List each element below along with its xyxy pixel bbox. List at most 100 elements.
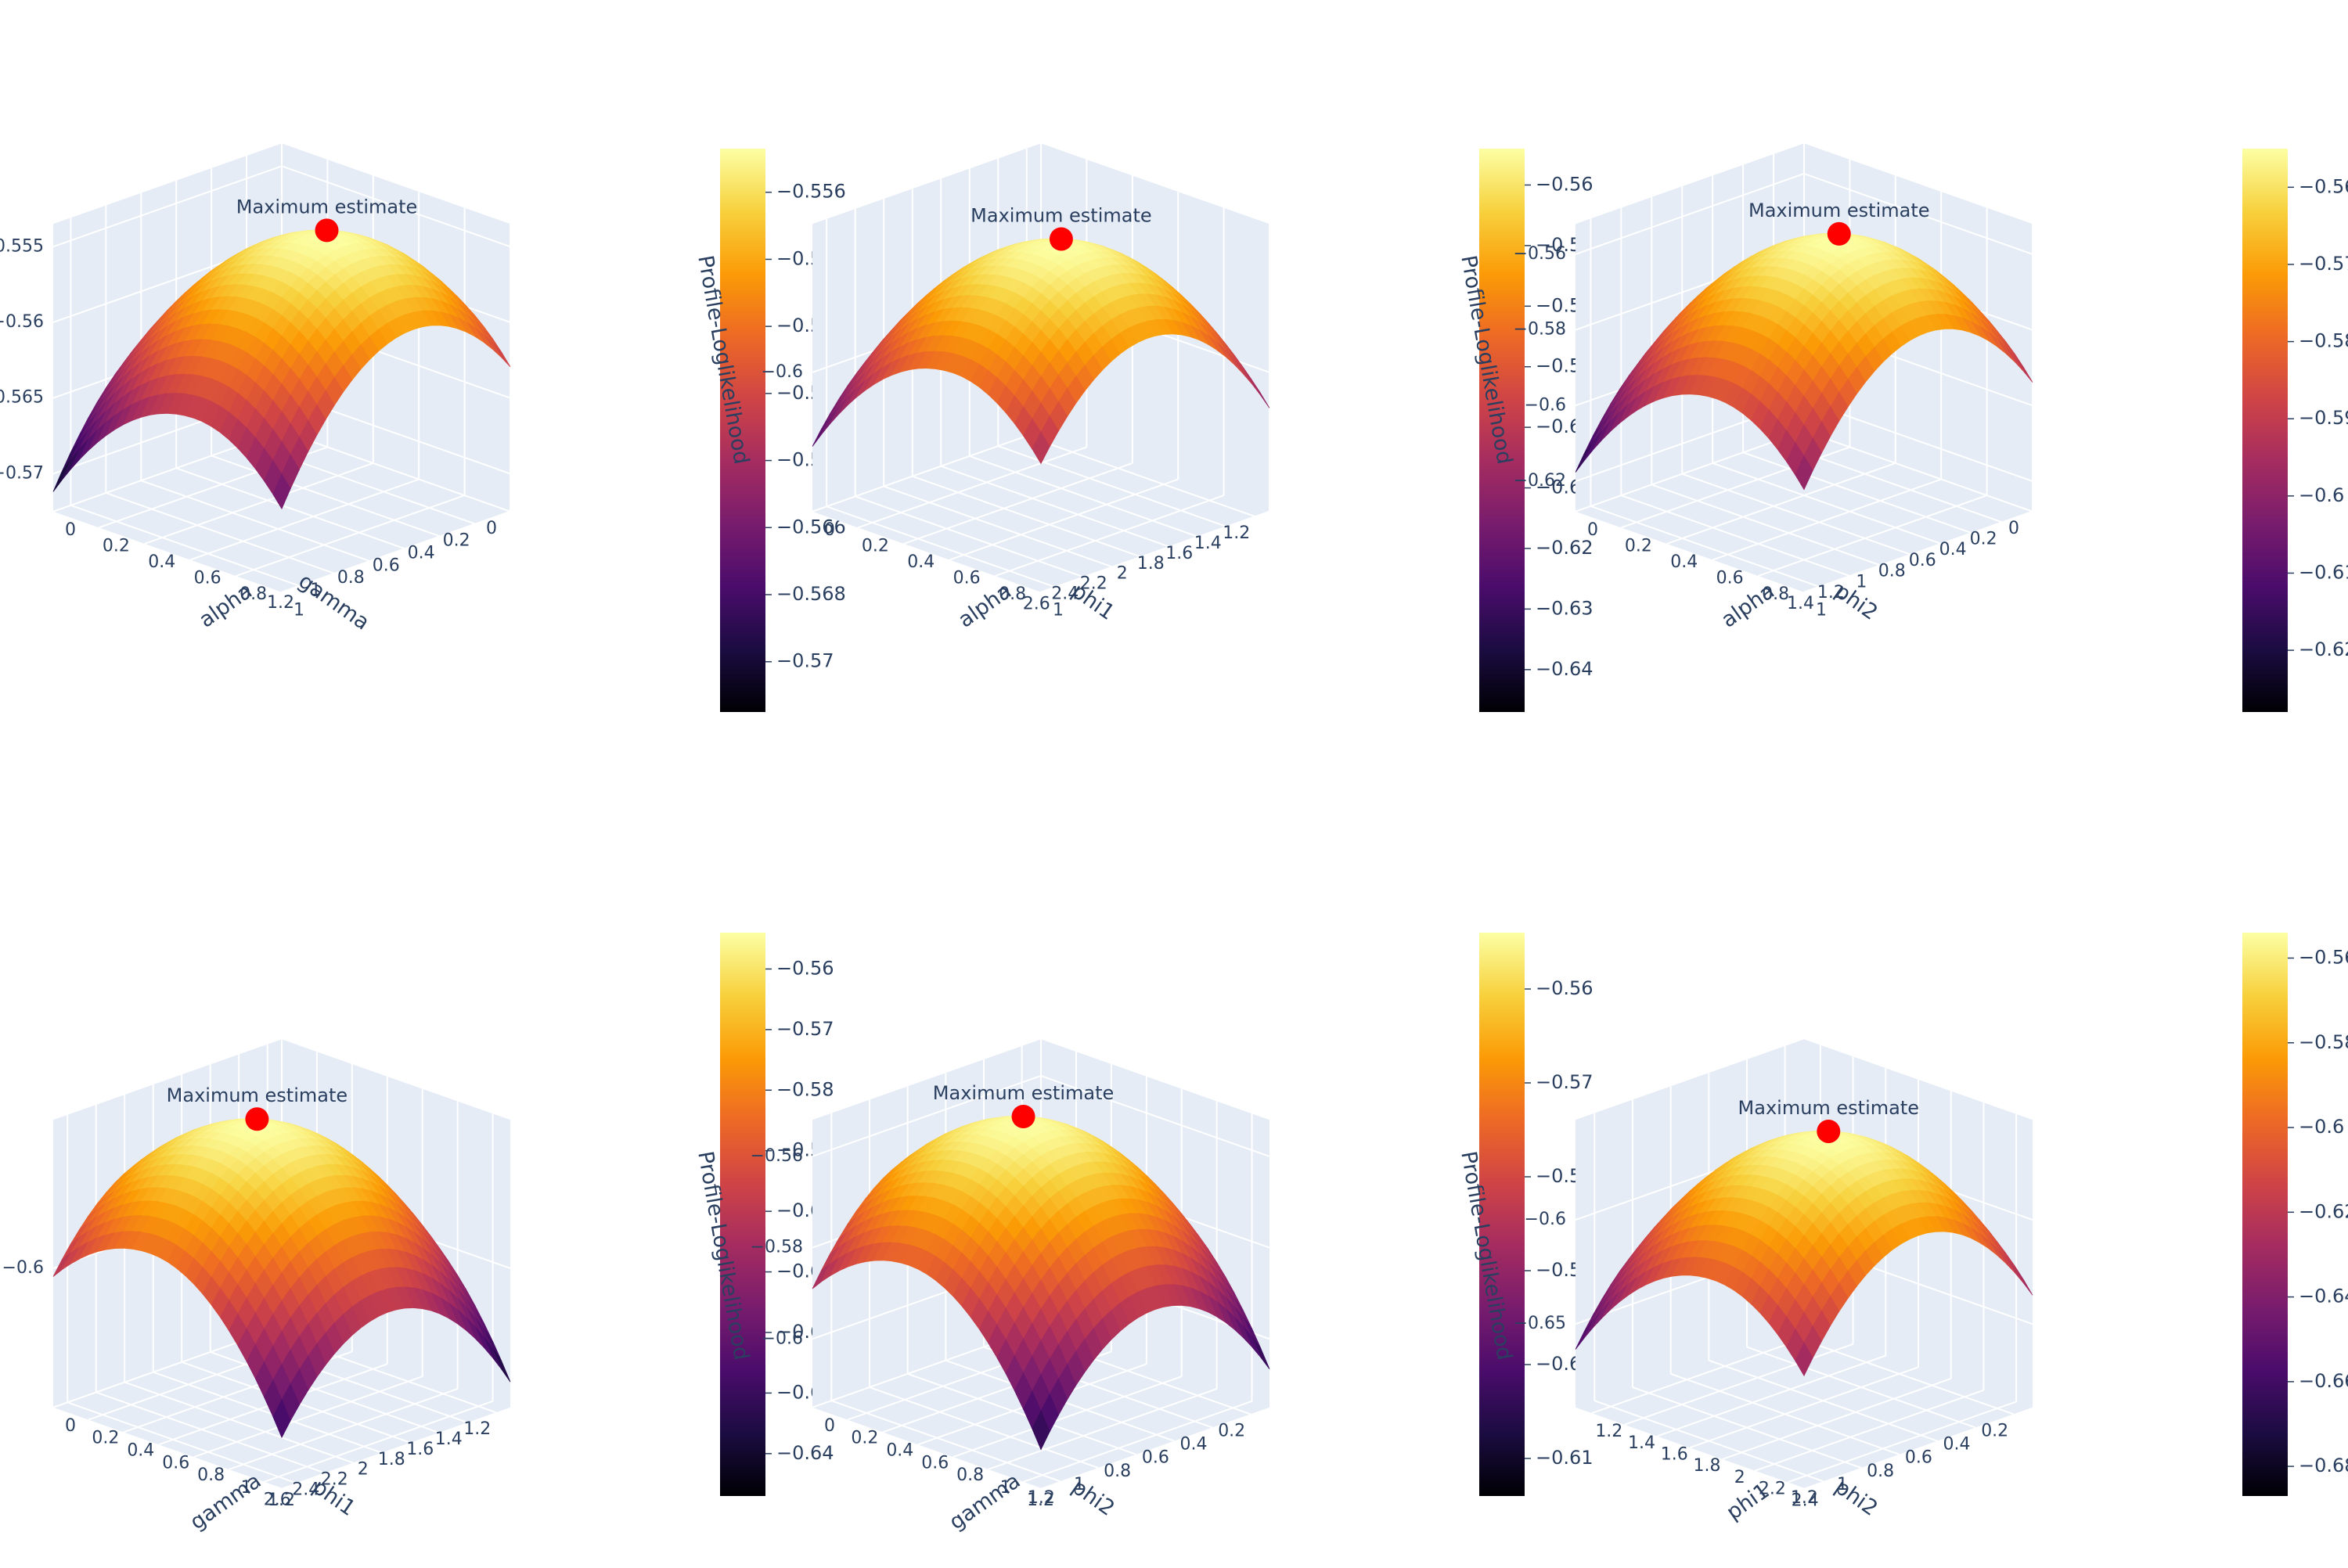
y-tick-label: 1.6 xyxy=(406,1440,434,1459)
y-tick-label: 0.2 xyxy=(1218,1421,1245,1440)
y-tick-label: 0.6 xyxy=(1909,551,1936,570)
colorbar-tick-label: −0.57 xyxy=(2299,253,2348,275)
colorbar-tick-label: −0.62 xyxy=(1536,537,1594,559)
y-tick-label: 1.4 xyxy=(435,1430,463,1449)
y-tick-label: 2 xyxy=(358,1460,369,1480)
z-tick-label: −0.56 xyxy=(0,312,44,332)
x-tick-label: 0 xyxy=(65,1416,76,1436)
y-tick-label: 0.4 xyxy=(1943,1434,1971,1454)
colorbar-tick-label: −0.62 xyxy=(2299,1200,2348,1222)
z-tick-label: −0.57 xyxy=(0,463,44,483)
colorbar-tick-label: −0.58 xyxy=(2299,330,2348,352)
colorbar-tick-label: −0.56 xyxy=(2299,946,2348,968)
z-tick-label: −0.555 xyxy=(0,236,44,256)
colorbar-tick-label: −0.6 xyxy=(1536,1353,1581,1375)
subplot-4[interactable]: Maximum estimate00.20.40.60.811.21.21.41… xyxy=(0,1039,510,1534)
z-tick-label: −0.6 xyxy=(1525,1210,1566,1229)
colorbar-tick-label: −0.6 xyxy=(1536,415,1581,437)
x-tick-label: 0.2 xyxy=(103,536,130,556)
x-tick-label: 0.2 xyxy=(851,1429,878,1448)
x-tick-label: 0.6 xyxy=(953,569,981,588)
maximum-estimate-marker[interactable] xyxy=(1817,1120,1840,1143)
colorbar-tick-label: −0.556 xyxy=(776,181,846,203)
x-tick-label: 0.8 xyxy=(956,1466,984,1485)
x-tick-label: 2 xyxy=(1734,1468,1745,1487)
x-tick-label: 1.4 xyxy=(1628,1433,1655,1453)
y-tick-label: 1.2 xyxy=(1028,1488,1055,1508)
x-tick-label: 0.2 xyxy=(1625,536,1652,556)
x-tick-label: 1 xyxy=(294,601,304,620)
colorbar: −0.68 −0.66 −0.64 −0.62 −0.6 −0.58 −0.56 xyxy=(2242,933,2348,1496)
colorbar-tick-label: −0.61 xyxy=(1536,1447,1594,1469)
colorbar-tick-label: −0.57 xyxy=(1536,1071,1594,1093)
maximum-estimate-marker[interactable] xyxy=(1050,227,1073,250)
z-tick-label: −0.6 xyxy=(2,1258,44,1278)
colorbar-tick-label: −0.56 xyxy=(1536,977,1594,999)
z-tick-label: −0.565 xyxy=(0,388,44,408)
colorbar-tick-label: −0.56 xyxy=(776,957,834,979)
colorbar-gradient xyxy=(2242,933,2288,1496)
z-tick-label: −0.6 xyxy=(1525,395,1566,415)
colorbar-tick-label: −0.6 xyxy=(2299,1116,2344,1138)
y-tick-label: 0.8 xyxy=(337,568,365,588)
y-tick-label: 0 xyxy=(2008,519,2019,538)
y-tick-label: 0.6 xyxy=(1905,1448,1932,1468)
y-tick-label: 0.4 xyxy=(1180,1434,1208,1454)
x-tick-label: 0.6 xyxy=(194,569,221,588)
z-tick-label: −0.56 xyxy=(1514,244,1566,264)
y-tick-label: 0.8 xyxy=(1867,1462,1894,1481)
maximum-estimate-label: Maximum estimate xyxy=(933,1082,1115,1104)
y-tick-label: 1.4 xyxy=(1787,594,1814,613)
maximum-estimate-marker[interactable] xyxy=(245,1107,268,1131)
maximum-estimate-label: Maximum estimate xyxy=(236,196,418,218)
colorbar-tick-label: −0.68 xyxy=(2299,1455,2348,1476)
colorbar-tick-label: −0.64 xyxy=(776,1442,834,1464)
subplot-3[interactable]: Maximum estimate00.20.40.60.8100.20.40.6… xyxy=(1456,143,2033,632)
colorbar-tick-label: −0.6 xyxy=(2299,484,2344,506)
z-tick-label: −0.6 xyxy=(762,362,803,382)
colorbar-tick-label: −0.66 xyxy=(2299,1370,2348,1392)
colorbar-tick-label: −0.64 xyxy=(1536,658,1594,680)
colorbar-tick-label: −0.64 xyxy=(2299,1286,2348,1307)
y-tick-label: 0.2 xyxy=(1970,529,1997,548)
x-tick-label: 0.4 xyxy=(907,552,935,572)
x-tick-label: 0.6 xyxy=(1716,569,1744,588)
y-tick-label: 2 xyxy=(1117,564,1128,584)
y-tick-label: 0.8 xyxy=(1878,562,1906,581)
maximum-estimate-label: Maximum estimate xyxy=(1738,1097,1920,1119)
y-tick-label: 2.6 xyxy=(264,1490,291,1509)
colorbar-tick-label: −0.63 xyxy=(1536,597,1594,619)
maximum-estimate-marker[interactable] xyxy=(1828,222,1851,246)
y-tick-label: 1.2 xyxy=(463,1419,491,1439)
y-tick-label: 1.2 xyxy=(1791,1488,1818,1508)
y-tick-label: 0.4 xyxy=(1939,540,1967,559)
colorbar-tick-label: −0.568 xyxy=(776,583,846,605)
z-tick-label: −0.56 xyxy=(751,1146,803,1166)
y-tick-label: 1.2 xyxy=(1223,523,1250,543)
maximum-estimate-marker[interactable] xyxy=(315,218,339,242)
subplot-1[interactable]: Maximum estimate00.20.40.60.8100.20.40.6… xyxy=(0,143,510,635)
maximum-estimate-marker[interactable] xyxy=(1012,1105,1035,1128)
colorbar-tick-label: −0.62 xyxy=(2299,638,2348,660)
colorbar-tick-label: −0.56 xyxy=(1536,173,1594,195)
x-tick-label: 0.2 xyxy=(862,536,889,556)
y-tick-label: 1.8 xyxy=(378,1450,405,1469)
z-tick-label: −0.6 xyxy=(762,1329,803,1348)
y-tick-label: 0.2 xyxy=(443,531,470,551)
x-tick-label: 0.8 xyxy=(197,1466,225,1485)
y-tick-label: 0.6 xyxy=(1142,1448,1169,1468)
colorbar-tick-label: −0.57 xyxy=(776,650,834,672)
x-tick-label: 0.6 xyxy=(162,1453,189,1473)
x-tick-label: 0 xyxy=(65,520,76,540)
y-tick-label: 0 xyxy=(486,519,497,538)
y-tick-label: 0.6 xyxy=(373,556,400,575)
y-tick-label: 1.2 xyxy=(267,593,294,613)
y-tick-label: 0.2 xyxy=(1981,1421,2008,1440)
colorbar-tick-label: −0.61 xyxy=(2299,561,2348,583)
y-tick-label: 0.4 xyxy=(408,543,435,563)
y-tick-label: 1.6 xyxy=(1165,544,1193,563)
colorbar-tick-label: −0.58 xyxy=(2299,1031,2348,1053)
z-tick-label: −0.58 xyxy=(751,1238,803,1257)
